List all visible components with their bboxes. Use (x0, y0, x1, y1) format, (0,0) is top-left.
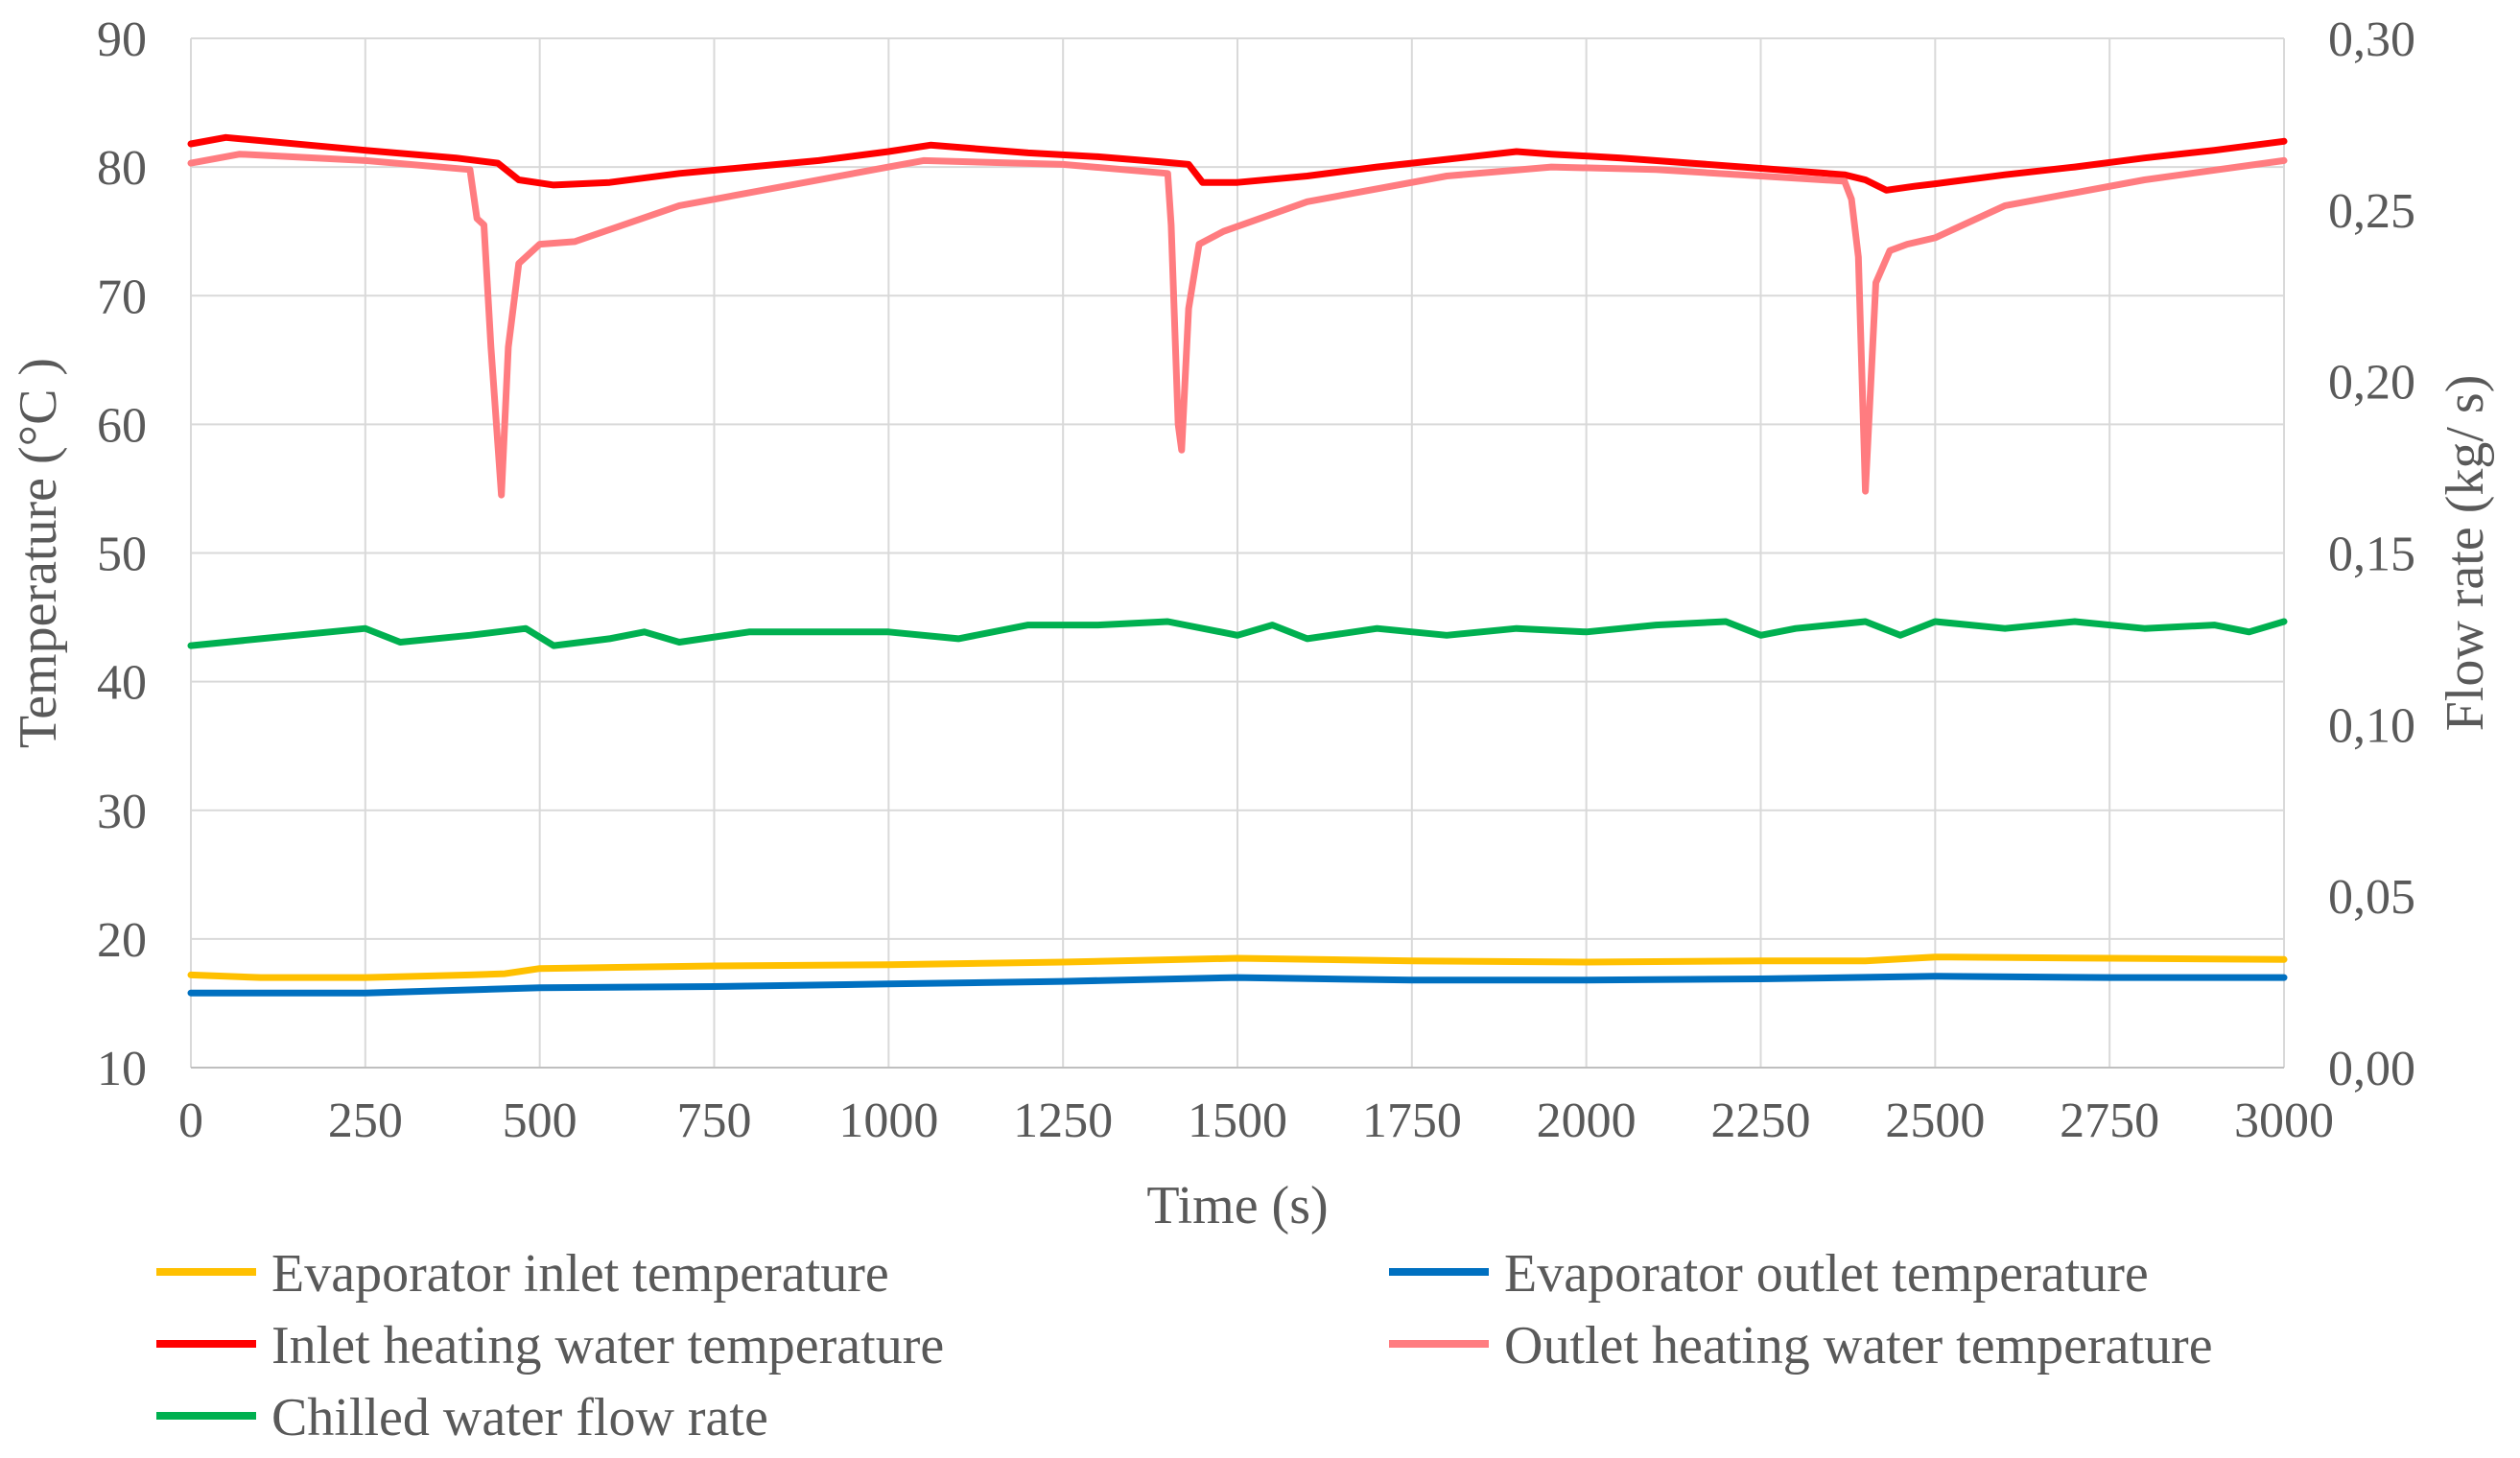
y-tick-label: 30 (97, 785, 147, 839)
y-tick-label: 40 (97, 656, 147, 711)
y2-tick-label: 0,00 (2328, 1042, 2415, 1096)
series-line-3 (187, 133, 2288, 194)
x-axis-title: Time (s) (1146, 1176, 1328, 1235)
y-tick-label: 60 (97, 398, 147, 453)
x-tick-label: 1750 (1362, 1094, 1462, 1148)
y2-axis-title: Flow rate (kg/ s) (2436, 375, 2495, 732)
series-line-4 (187, 151, 2288, 499)
series-line-2 (187, 973, 2288, 997)
series-line-1 (187, 953, 2288, 981)
x-tick-label: 2250 (1711, 1094, 1811, 1148)
legend-label-2: Evaporator outlet temperature (1504, 1244, 2149, 1304)
y2-tick-label: 0,25 (2328, 184, 2415, 239)
y-tick-label: 10 (97, 1042, 147, 1096)
y-tick-label: 50 (97, 528, 147, 582)
series-line-5 (187, 618, 2288, 649)
x-tick-label: 2000 (1537, 1094, 1637, 1148)
x-tick-label: 2500 (1885, 1094, 1985, 1148)
y-tick-label: 80 (97, 141, 147, 196)
y-tick-label: 20 (97, 913, 147, 968)
y-axis-title: Temperature (°C ) (9, 358, 68, 748)
x-tick-label: 500 (503, 1094, 577, 1148)
legend-label-1: Evaporator inlet temperature (271, 1244, 889, 1304)
x-tick-label: 250 (328, 1094, 403, 1148)
y2-tick-label: 0,30 (2328, 12, 2415, 67)
x-tick-label: 0 (178, 1094, 203, 1148)
axis-layer: 0 250 500 750 1000 1250 1500 1750 2000 2250 2500 27… (97, 12, 2415, 1148)
x-tick-label: 2750 (2060, 1094, 2159, 1148)
legend-label-4: Outlet heating water temperature (1504, 1316, 2213, 1376)
legend-label-5: Chilled water flow rate (271, 1388, 768, 1447)
x-tick-label: 750 (677, 1094, 752, 1148)
y-tick-label: 90 (97, 12, 147, 67)
grid-layer (190, 37, 2285, 1069)
legend-label-3: Inlet heating water temperature (271, 1316, 944, 1376)
y2-tick-label: 0,05 (2328, 870, 2415, 925)
x-tick-label: 3000 (2234, 1094, 2334, 1148)
y2-tick-label: 0,10 (2328, 698, 2415, 753)
x-tick-label: 1000 (838, 1094, 938, 1148)
y-tick-label: 70 (97, 270, 147, 324)
x-tick-label: 1250 (1013, 1094, 1113, 1148)
x-tick-label: 1500 (1188, 1094, 1287, 1148)
legend: Evaporator inlet temperature Evaporator o… (156, 1244, 2213, 1447)
y2-tick-label: 0,15 (2328, 528, 2415, 582)
y2-tick-label: 0,20 (2328, 356, 2415, 411)
series-layer (187, 133, 2288, 997)
